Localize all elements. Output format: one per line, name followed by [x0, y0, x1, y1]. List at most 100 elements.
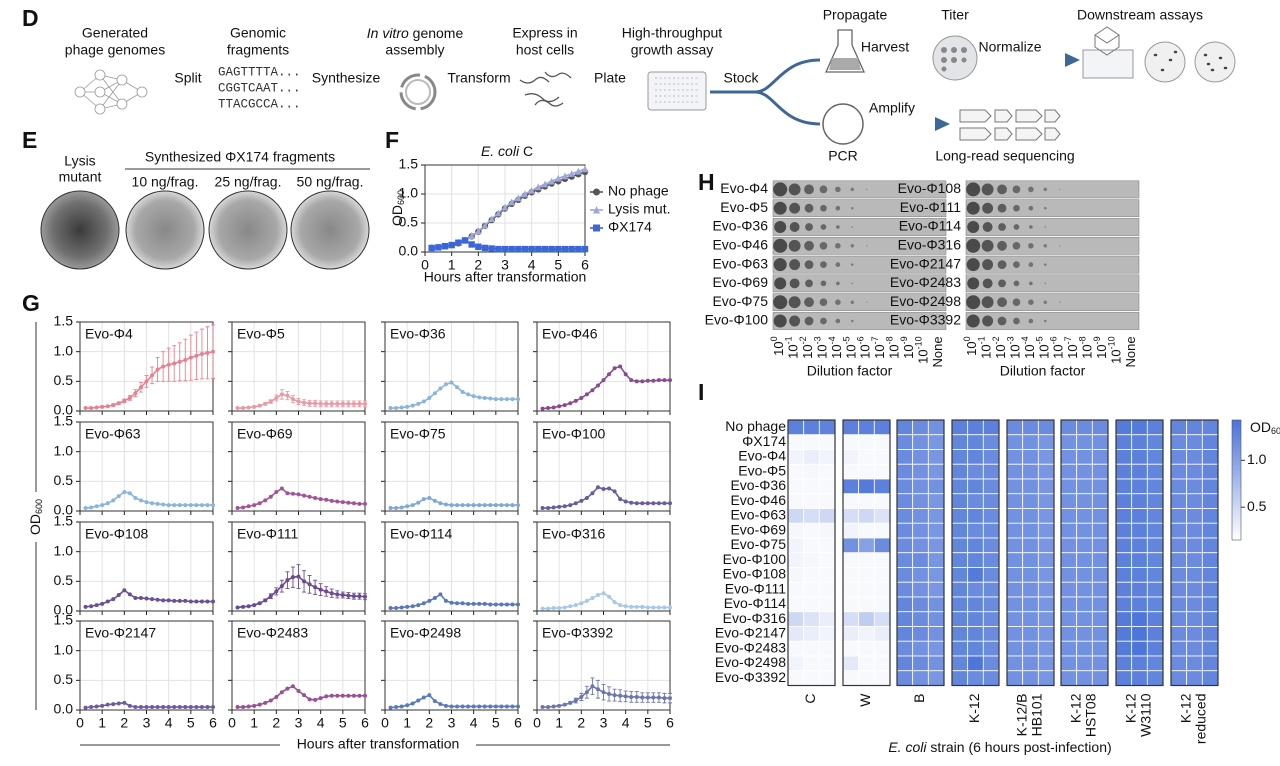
heatmap-cell: [842, 670, 860, 686]
sequence: TTACGCCA...: [218, 97, 301, 111]
heatmap-cell: [858, 508, 875, 524]
heatmap-cell: [1186, 449, 1203, 465]
plaque-spot: [1013, 224, 1020, 230]
plot-frame: [384, 421, 519, 512]
heatmap-cell: [818, 522, 836, 539]
heatmap-cell: [927, 478, 945, 495]
plaque-spot: [1028, 318, 1034, 324]
plaque-spot: [851, 282, 854, 285]
data-point: [656, 695, 661, 700]
heatmap-cell: [1201, 478, 1219, 495]
data-point: [515, 245, 522, 253]
plaque-spot: [820, 261, 827, 268]
heatmap-cell: [1201, 552, 1219, 568]
data-point: [516, 397, 520, 402]
data-point: [268, 594, 273, 599]
data-point: [172, 705, 177, 710]
data-point: [172, 503, 177, 508]
heatmap-cell: [967, 552, 984, 568]
heatmap-cell: [1186, 419, 1203, 436]
data-point: [172, 361, 177, 366]
series-line: [237, 685, 365, 708]
plaque-spot: [773, 201, 787, 215]
row-label: Evo-Φ63: [712, 255, 768, 271]
heatmap-cell: [818, 655, 836, 672]
heatmap-frame: [1060, 419, 1109, 687]
data-point: [335, 401, 340, 406]
data-point: [435, 244, 442, 251]
heatmap-frame: [787, 419, 836, 687]
heatmap-cell: [1201, 449, 1219, 465]
heatmap-cell: [1037, 655, 1055, 672]
heatmap-cell: [1060, 434, 1078, 450]
x-tick-label: 6: [361, 715, 369, 731]
text-part: 10: [916, 349, 931, 363]
heatmap-cell: [1115, 670, 1133, 686]
heatmap-cell: [858, 611, 875, 627]
column-label: reduced: [1193, 694, 1209, 745]
spot-strip: [965, 180, 1140, 199]
data-point: [612, 600, 617, 605]
text-part: -4: [1020, 336, 1030, 344]
plot-frame: [384, 321, 519, 412]
heatmap-cell: [803, 611, 820, 627]
data-point: [388, 705, 393, 710]
heatmap-cell: [951, 581, 969, 598]
heatmap-cell: [1131, 449, 1148, 465]
panel-series-name: Evo-Φ36: [390, 326, 446, 342]
heatmap-cell: [873, 670, 891, 686]
legend-label: ΦX174: [608, 219, 652, 235]
text-part: 10: [1080, 344, 1095, 358]
heatmap-cell: [927, 655, 945, 672]
heatmap-cell: [1170, 478, 1188, 495]
data-point: [340, 401, 345, 406]
heatmap-cell: [1006, 655, 1024, 672]
heatmap-cell: [1131, 611, 1148, 627]
x-tick-label: 10-10: [914, 336, 931, 363]
y-tick-label: 0.0: [399, 243, 419, 259]
data-point: [340, 693, 345, 698]
plaque-spot: [851, 263, 854, 266]
heatmap-cell: [787, 537, 805, 554]
data-point: [501, 203, 509, 211]
data-point: [510, 503, 515, 508]
text-part: -5: [842, 336, 852, 344]
data-point: [432, 391, 437, 396]
heatmap-cell: [818, 611, 836, 627]
heatmap-cell: [912, 478, 929, 495]
panel-label: E: [22, 127, 37, 153]
x-tick-label: 3: [143, 715, 151, 731]
data-point: [274, 395, 279, 400]
series-line: [390, 497, 518, 509]
data-point: [460, 601, 465, 606]
column-label: HB101: [1029, 693, 1045, 736]
row-label: Evo-Φ63: [730, 507, 786, 523]
row-label: Evo-Φ5: [720, 199, 768, 215]
heatmap-cell: [927, 449, 945, 465]
heatmap-cell: [1037, 508, 1055, 524]
plaque-spot: [1028, 243, 1034, 249]
x-tick-label: 10-6: [856, 336, 873, 358]
heatmap-cell: [803, 522, 820, 539]
text-part: C: [519, 143, 533, 159]
data-point: [188, 355, 193, 360]
column-label: C: [802, 694, 818, 704]
x-tick-label: 10-4: [827, 336, 844, 358]
data-point: [573, 698, 578, 703]
heatmap-cell: [967, 626, 984, 642]
data-point: [557, 404, 562, 409]
heatmap-cell: [787, 670, 805, 686]
data-point: [455, 385, 460, 390]
data-point: [188, 599, 193, 604]
plaque-spot: [1028, 299, 1034, 306]
heatmap-cell: [1115, 478, 1133, 495]
heatmap-cell: [896, 419, 914, 436]
y-tick-label: 0.5: [399, 214, 419, 230]
data-point: [246, 604, 251, 609]
heatmap-cell: [818, 449, 836, 465]
data-point: [324, 589, 329, 594]
heatmap-cell: [982, 449, 1000, 465]
data-point: [584, 392, 589, 397]
heatmap-cell: [1115, 626, 1133, 642]
data-point: [438, 501, 443, 506]
